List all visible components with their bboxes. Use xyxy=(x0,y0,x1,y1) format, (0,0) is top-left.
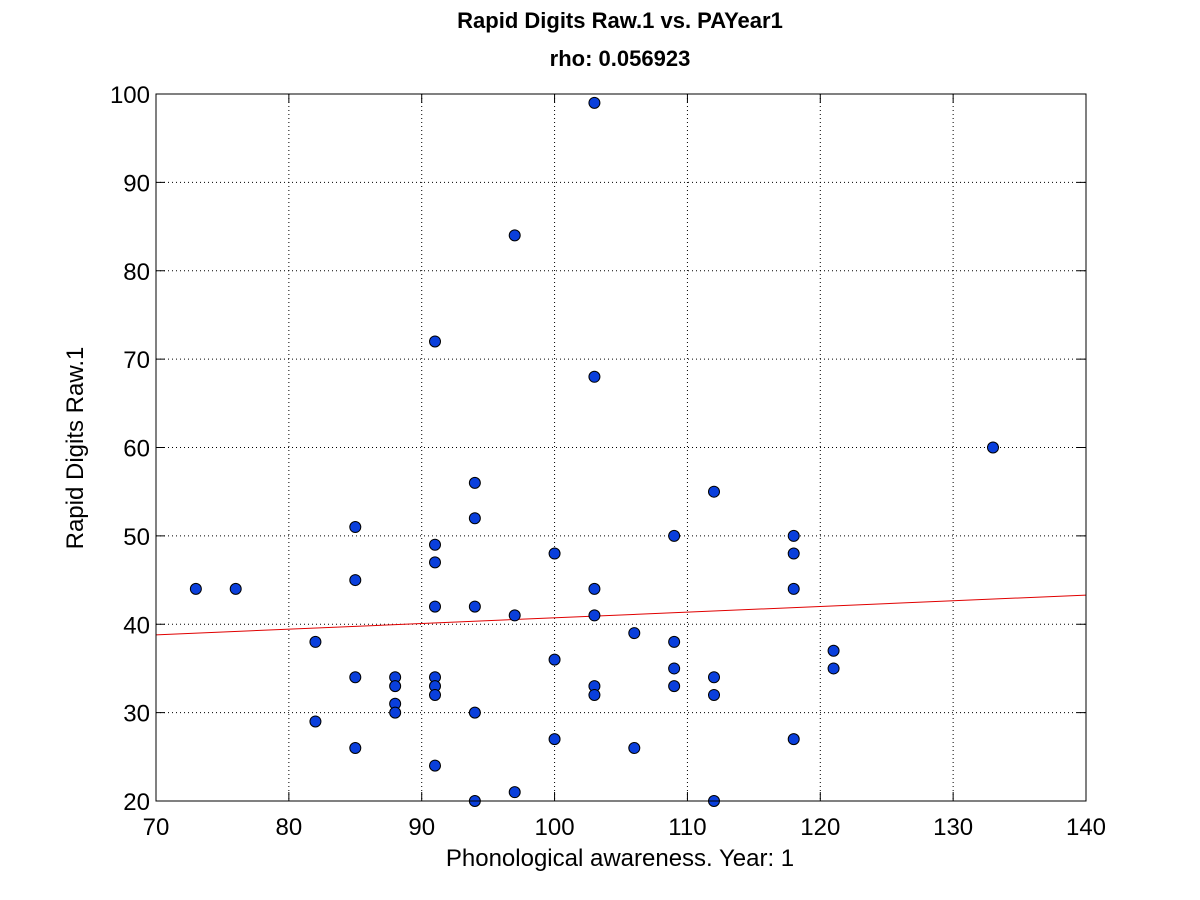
data-point xyxy=(668,529,681,542)
data-point xyxy=(548,547,561,560)
data-point xyxy=(708,688,720,701)
x-axis-label: Phonological awareness. Year: 1 xyxy=(446,845,794,872)
regression-line xyxy=(155,594,1087,636)
data-point xyxy=(429,688,441,701)
data-point xyxy=(189,582,202,595)
data-point xyxy=(668,635,681,648)
data-point xyxy=(987,441,999,454)
data-point xyxy=(588,609,601,622)
data-point xyxy=(429,759,441,772)
x-tick-label: 110 xyxy=(668,814,706,841)
data-point xyxy=(588,688,601,701)
y-tick-label: 50 xyxy=(123,524,150,551)
x-tick-label: 70 xyxy=(143,814,170,841)
y-tick-label: 40 xyxy=(123,612,150,639)
data-point xyxy=(628,741,641,754)
data-point xyxy=(429,538,441,551)
y-tick-label: 70 xyxy=(123,347,150,374)
data-point xyxy=(309,635,322,648)
data-point xyxy=(389,706,402,719)
data-point xyxy=(827,662,840,675)
plot-area-frame xyxy=(155,93,1087,802)
x-tick-label: 140 xyxy=(1066,814,1106,841)
y-tick-label: 80 xyxy=(123,259,150,286)
x-tick-label: 100 xyxy=(535,814,575,841)
data-point xyxy=(349,741,362,754)
data-points xyxy=(189,96,999,807)
data-point xyxy=(588,582,601,595)
data-point xyxy=(668,680,681,693)
data-point xyxy=(389,680,402,693)
data-point xyxy=(429,335,441,348)
data-point xyxy=(229,582,242,595)
data-point xyxy=(349,521,362,534)
y-tick-label: 100 xyxy=(110,82,150,109)
data-point xyxy=(708,671,720,684)
data-point xyxy=(827,644,840,657)
data-point xyxy=(548,653,561,666)
x-tick-label: 130 xyxy=(933,814,973,841)
data-point xyxy=(309,715,322,728)
chart-subtitle: rho: 0.056923 xyxy=(550,46,691,71)
chart-title: Rapid Digits Raw.1 vs. PAYear1 xyxy=(457,8,783,33)
data-point xyxy=(668,662,681,675)
data-point xyxy=(787,582,800,595)
data-point xyxy=(468,476,481,489)
data-point xyxy=(787,547,800,560)
y-tick-label: 90 xyxy=(123,170,150,197)
x-tick-label: 120 xyxy=(800,814,840,841)
data-point xyxy=(508,609,521,622)
data-point xyxy=(628,627,641,640)
x-tick-label: 90 xyxy=(408,814,435,841)
data-point xyxy=(708,485,720,498)
data-point xyxy=(508,786,521,799)
data-point xyxy=(787,733,800,746)
y-tick-label: 20 xyxy=(123,789,150,816)
data-point xyxy=(468,600,481,613)
data-point xyxy=(468,706,481,719)
data-point xyxy=(349,574,362,587)
y-tick-label: 60 xyxy=(123,436,150,463)
y-axis-label: Rapid Digits Raw.1 xyxy=(62,347,89,550)
data-point xyxy=(349,671,362,684)
tick-labels: 70 80 90 100 110 120 130 140 20 30 40 50 60 70 80 90 100 xyxy=(110,82,1106,841)
data-point xyxy=(468,512,481,525)
grid-lines xyxy=(156,94,1086,801)
data-point xyxy=(588,96,601,109)
x-tick-label: 80 xyxy=(276,814,303,841)
data-point xyxy=(588,370,601,383)
data-point xyxy=(429,600,441,613)
data-point xyxy=(548,733,561,746)
fit-line-layer xyxy=(155,594,1087,636)
data-point xyxy=(508,229,521,242)
y-tick-label: 30 xyxy=(123,701,150,728)
data-point xyxy=(787,529,800,542)
data-point xyxy=(429,556,441,569)
